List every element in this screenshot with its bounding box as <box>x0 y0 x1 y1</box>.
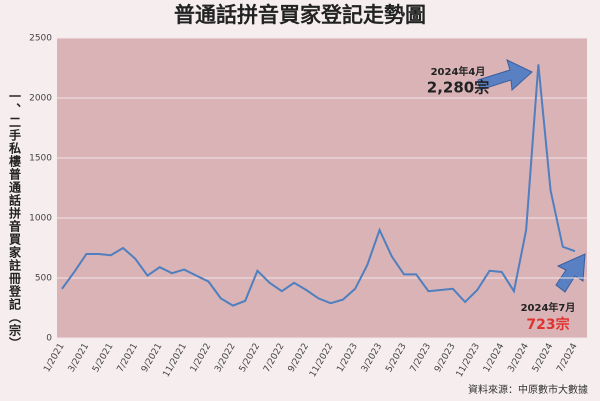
line <box>61 64 576 307</box>
arrow <box>555 253 586 293</box>
data-label: 2,280宗 <box>427 79 489 97</box>
y-tick-label: 0 <box>46 334 52 344</box>
y-tick-label: 2000 <box>29 94 52 104</box>
annotation: 2024年7月 <box>521 301 576 314</box>
y-tick-label: 2500 <box>29 34 52 44</box>
y-axis-title: 一、二手私樓普通話拼音買家註冊登記（宗） <box>8 90 22 350</box>
y-tick-label: 500 <box>35 274 52 284</box>
y-tick-label: 1500 <box>29 154 52 164</box>
arrow <box>477 59 533 92</box>
plot-area <box>57 38 587 338</box>
source: 資料來源：中原數市大數據 <box>468 383 588 396</box>
y-tick-label: 1000 <box>29 214 52 224</box>
annotation: 2024年4月 <box>431 65 486 78</box>
data-label: 723宗 <box>526 316 569 333</box>
chart-title: 普通話拼音買家登記走勢圖 <box>174 3 426 27</box>
